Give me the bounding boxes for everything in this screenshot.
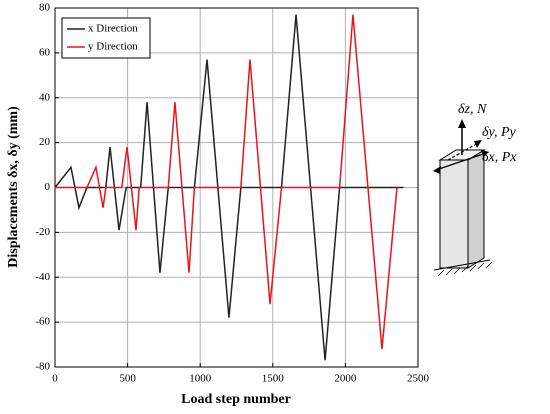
x-tick-label: 0 — [52, 373, 58, 385]
y-axis-label: Displacements δx, δy (mm) — [6, 106, 21, 268]
legend-label: x Direction — [88, 23, 138, 35]
y-tick-label: 80 — [39, 2, 51, 14]
y-tick-label: 0 — [45, 181, 51, 193]
x-tick-label: 2000 — [334, 373, 357, 385]
x-axis-label: Load step number — [181, 392, 291, 407]
x-tick-label: 1000 — [189, 373, 212, 385]
diagram-label: δx, Px — [482, 150, 517, 165]
x-tick-label: 500 — [119, 373, 136, 385]
y-tick-label: -20 — [35, 226, 50, 238]
y-tick-label: -40 — [35, 271, 50, 283]
y-tick-label: 20 — [39, 136, 51, 148]
legend: x Direction y Direction — [61, 17, 151, 59]
plot-area: 0 500 1000 1500 2000 2500 -80 -60 -40 -20 0 20 40 60 8… — [35, 2, 429, 385]
x-tick-label: 1500 — [262, 373, 285, 385]
legend-label: y Direction — [88, 41, 138, 53]
y-tick-label: 40 — [39, 91, 51, 103]
x-tick-label: 2500 — [407, 373, 430, 385]
line-series — [55, 14, 398, 350]
diagram-label: δy, Py — [482, 125, 517, 140]
specimen-diagram — [433, 119, 493, 277]
diagram-label: δz, N — [458, 102, 487, 117]
y-tick-label: -80 — [35, 361, 50, 373]
line-series — [54, 14, 404, 361]
y-tick-label: -60 — [35, 316, 50, 328]
y-tick-label: 60 — [39, 46, 51, 58]
legend-box — [61, 17, 151, 59]
